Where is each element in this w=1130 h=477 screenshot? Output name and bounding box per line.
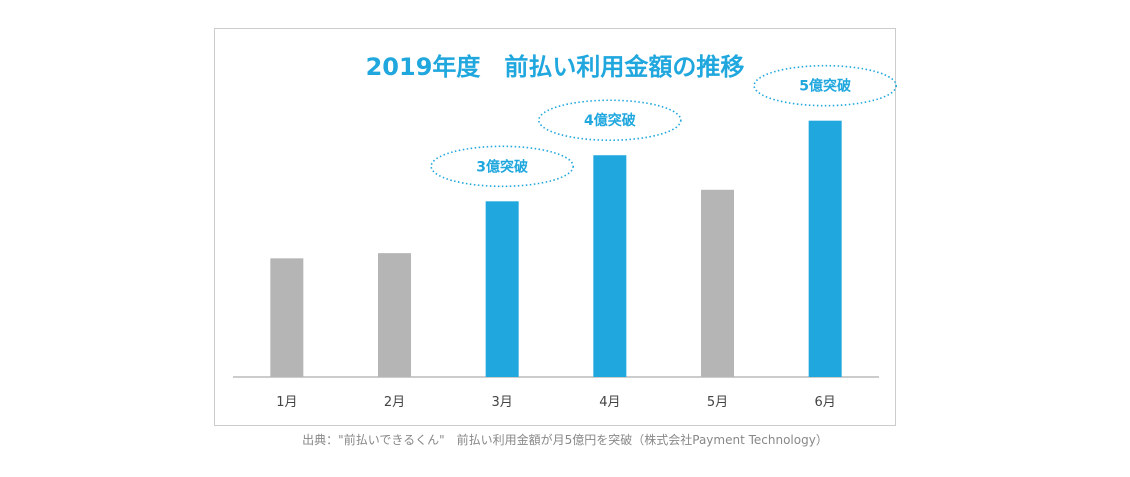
x-tick-label: 5月 <box>707 395 728 410</box>
x-tick-label: 6月 <box>815 395 836 410</box>
x-tick-label: 4月 <box>599 395 620 410</box>
bar-3 <box>485 201 519 377</box>
annotation-label-1: 3億突破 <box>476 158 528 175</box>
bar-5 <box>701 189 734 377</box>
annotation-label-3: 5億突破 <box>799 78 851 95</box>
annotation-bubble-1 <box>430 145 574 188</box>
bar-2 <box>378 253 411 377</box>
chart-title: 2019年度 前払い利用金額の推移 <box>365 53 745 81</box>
annotation-label-2: 4億突破 <box>584 112 636 129</box>
bar-6 <box>808 120 842 378</box>
x-tick-label: 1月 <box>276 395 297 410</box>
bar-chart: 1月 2月 3月 4月 5月 6月 3億突破 4億突破 5億突破 <box>233 64 897 410</box>
chart-frame: 2019年度 前払い利用金額の推移 1月 2月 3月 4月 5月 6月 3億突破 4億突破 5億… <box>214 28 897 426</box>
bar-4 <box>593 155 627 377</box>
source-caption: 出典："前払いできるくん" 前払い利用金額が月5億円を突破（株式会社Paymen… <box>302 433 828 447</box>
bar-1 <box>270 258 304 377</box>
x-tick-label: 3月 <box>492 395 513 410</box>
annotation-bubble-2 <box>538 99 682 142</box>
annotation-bubble-3 <box>753 64 897 107</box>
x-tick-label: 2月 <box>384 395 405 410</box>
